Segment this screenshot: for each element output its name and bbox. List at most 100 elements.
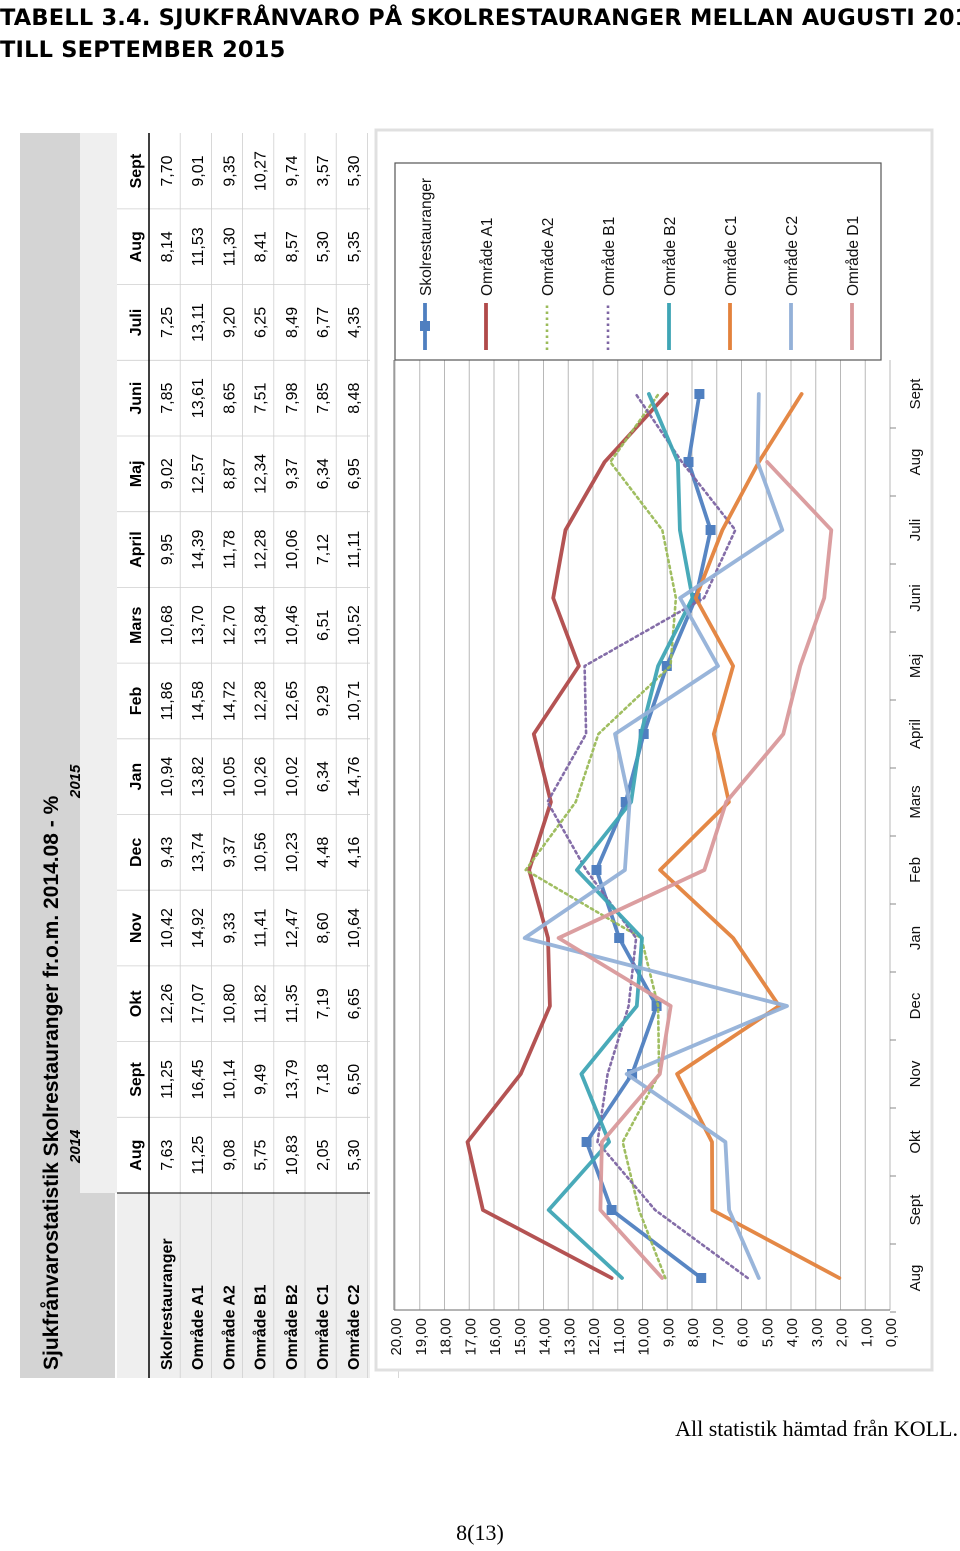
chart-series-marker [696,1273,707,1283]
table-cell: 12,70 [221,605,238,645]
table-header-april: April [128,531,145,567]
table-cell: 5,30 [315,231,332,262]
table-cell: 10,80 [221,984,238,1024]
table-header-band [80,133,117,1193]
table-cell: 12,57 [190,454,207,494]
chart-y-tick-label: 4,00 [784,1318,801,1347]
table-cell: 6,77 [315,307,332,338]
table-row-label: Område B1 [252,1285,270,1370]
table-cell: 10,05 [221,757,238,797]
table-cell: 13,84 [253,605,270,645]
chart-y-tick-label: 8,00 [685,1318,702,1347]
table-cell: 9,08 [221,1139,238,1170]
table-cell: 9,43 [159,837,176,868]
table-cell: 6,65 [346,988,363,1019]
table-cell: 9,95 [159,534,176,565]
table-cell: 10,94 [159,757,176,797]
chart-y-tick-label: 10,00 [636,1318,653,1356]
table-cell: 11,82 [253,984,270,1023]
chart-y-tick-label: 19,00 [413,1318,430,1356]
table-header-mars: Mars [128,606,145,643]
table-cell: 4,16 [346,837,363,868]
chart-y-tick-label: 2,00 [834,1318,851,1347]
chart-y-tick-label: 16,00 [487,1318,504,1356]
table-cell: 3,57 [315,155,332,186]
chart-y-tick-label: 17,00 [462,1318,479,1356]
chart-series-marker [694,389,705,399]
table-cell: 4,35 [346,307,363,338]
chart-y-tick-label: 5,00 [759,1318,776,1347]
chart-series-line-4 [546,392,695,1280]
table-cell: 7,63 [159,1139,176,1170]
table-cell: 11,78 [221,530,238,569]
table-cell: 10,68 [159,605,176,645]
table-cell: 8,65 [221,382,238,413]
table-cell: 5,35 [346,231,363,262]
chart-legend-label: Område A2 [540,218,557,296]
chart-series-marker [620,797,631,807]
document-title-line-2: TILL SEPTEMBER 2015 [0,37,286,63]
source-note: All statistik hämtad från KOLL. [675,1416,958,1441]
chart-y-tick-label: 0,00 [883,1318,900,1347]
table-cell: 11,30 [221,227,238,266]
chart-series-line-2 [524,392,678,1280]
chart-y-tick-label: 6,00 [735,1318,752,1347]
table-cell: 13,74 [190,832,207,872]
chart-series-line-6 [522,392,789,1280]
table-header-juli: Juli [128,309,145,337]
table-header-sept: Sept [128,1061,145,1096]
table-cell: 9,33 [221,912,238,943]
table-cell: 5,30 [346,1139,363,1170]
document-title: TABELL 3.4. SJUKFRÅNVARO PÅ SKOLRESTAURA… [0,2,960,66]
table-cell: 10,83 [284,1135,301,1175]
chart-legend-label: Skolrestauranger [418,178,435,296]
chart-y-tick-label: 7,00 [710,1318,727,1347]
table-cell: 14,39 [190,529,207,569]
table-cell: 7,12 [315,534,332,565]
chart-legend-label: Område B1 [601,217,618,296]
table-cell: 9,29 [315,685,332,716]
table-cell: 11,11 [346,531,363,569]
table-cell: 10,46 [284,605,301,645]
chart-series-marker [581,1137,592,1147]
table-row-label: Område A1 [189,1285,207,1370]
table-cell: 10,56 [253,832,270,872]
table-cell: 5,30 [346,155,363,186]
table-header-sept: Sept [128,153,145,188]
table-cell: 7,85 [315,382,332,413]
table-header-maj: Maj [128,461,145,488]
chart-series-marker [651,1001,662,1011]
chart-x-axis-ticks [890,427,896,1313]
chart-x-tick-label: Sept [907,1194,924,1226]
chart-y-tick-label: 18,00 [438,1318,455,1356]
table-cell: 13,11 [190,303,207,342]
table-title: Sjukfrånvarostatistik Skolrestauranger f… [40,795,63,1370]
document-title-line-1: TABELL 3.4. SJUKFRÅNVARO PÅ SKOLRESTAURA… [0,5,960,31]
chart-legend-label: Område C1 [723,216,740,296]
chart-legend-label: Område B2 [662,217,679,296]
table-cell: 7,51 [253,382,270,413]
table-cell: 9,49 [253,1064,270,1095]
chart-x-tick-label: Aug [907,1265,924,1292]
table-cell: 13,61 [190,378,207,418]
table-cell: 10,06 [284,529,301,569]
table-cell: 7,18 [315,1064,332,1095]
table-header-jan: Jan [128,763,145,791]
table-cell: 10,64 [346,908,363,948]
table-cell: 8,57 [284,231,301,262]
table-cell: 6,95 [346,458,363,489]
table-year-2015: 2015 [67,764,84,799]
table-cell: 13,70 [190,605,207,645]
chart-x-tick-label: Jan [907,926,924,950]
table-cell: 13,79 [284,1059,301,1099]
table-cell: 11,35 [284,984,301,1023]
chart-y-tick-label: 15,00 [512,1318,529,1356]
chart-series-marker [683,457,694,467]
table-header-aug: Aug [128,1140,145,1171]
table-cell: 10,26 [253,757,270,797]
chart-legend-label: Område C2 [784,216,801,296]
chart-x-tick-label: Juni [907,584,924,612]
table-cell: 14,58 [190,681,207,721]
page-number: 8(13) [456,1520,504,1545]
